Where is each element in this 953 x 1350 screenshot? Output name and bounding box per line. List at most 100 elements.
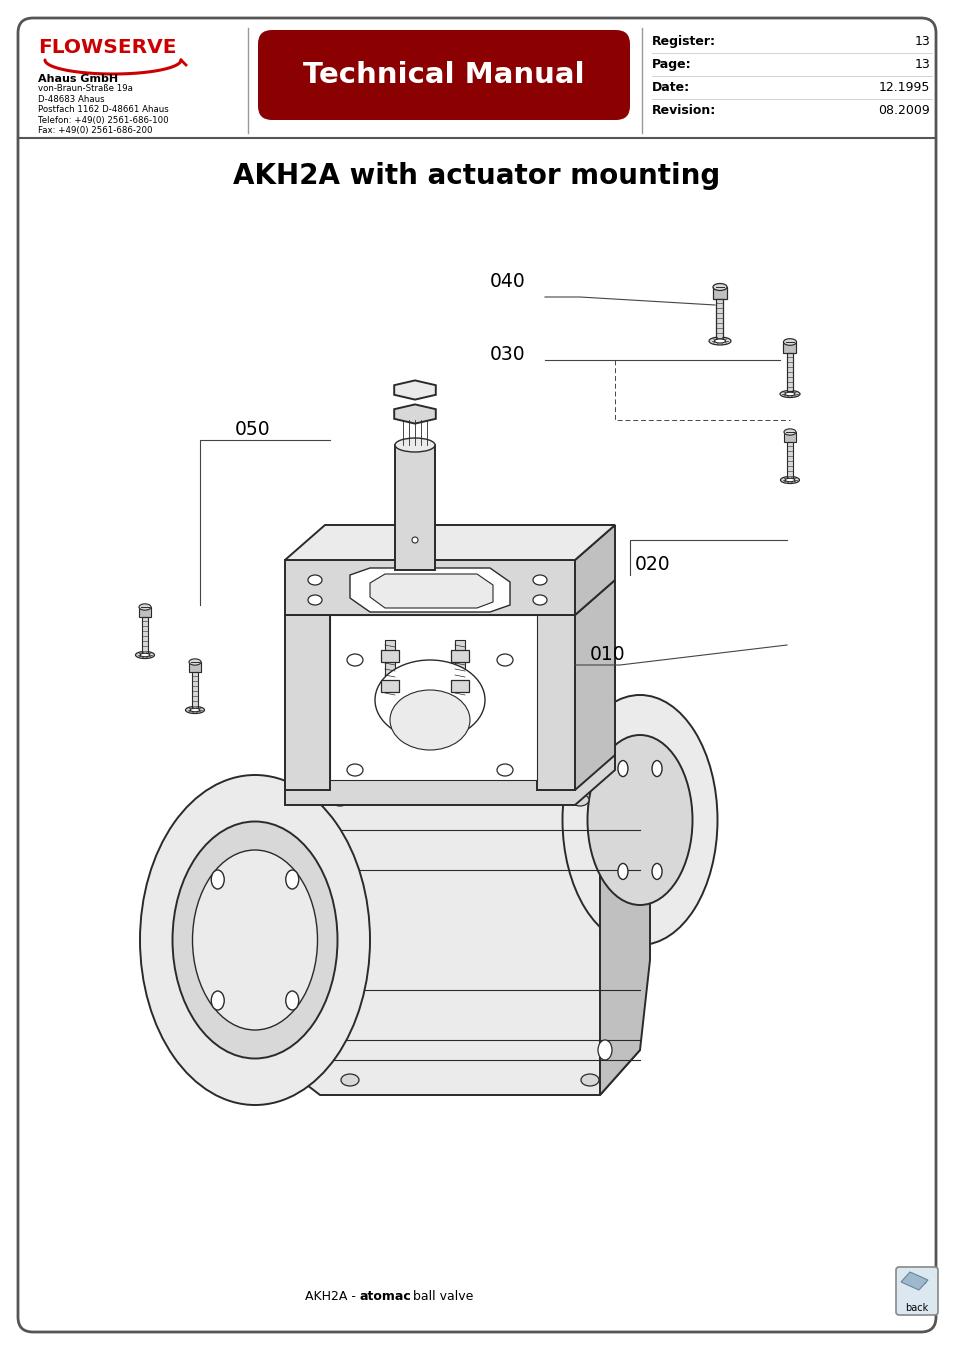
FancyBboxPatch shape <box>18 18 935 1332</box>
Text: Revision:: Revision: <box>651 104 716 117</box>
Text: 010: 010 <box>589 645 625 664</box>
Polygon shape <box>451 680 469 693</box>
Ellipse shape <box>784 393 794 396</box>
Text: von-Braun-Straße 19a: von-Braun-Straße 19a <box>38 84 132 93</box>
Polygon shape <box>786 352 792 392</box>
Text: Ahaus GmbH: Ahaus GmbH <box>38 74 118 84</box>
Text: 12.1995: 12.1995 <box>878 81 929 95</box>
Polygon shape <box>395 446 435 570</box>
Text: back: back <box>904 1303 927 1314</box>
Ellipse shape <box>189 659 201 666</box>
Polygon shape <box>900 1272 927 1291</box>
Ellipse shape <box>400 690 449 710</box>
Polygon shape <box>254 790 639 1095</box>
Polygon shape <box>380 680 398 693</box>
Text: 040: 040 <box>490 271 525 292</box>
Text: 030: 030 <box>490 346 525 365</box>
Ellipse shape <box>782 339 796 346</box>
Polygon shape <box>716 298 722 339</box>
Text: atomac: atomac <box>359 1291 412 1303</box>
Ellipse shape <box>397 709 452 730</box>
FancyBboxPatch shape <box>895 1268 937 1315</box>
Text: 050: 050 <box>234 420 271 439</box>
Polygon shape <box>455 640 464 701</box>
Ellipse shape <box>497 653 513 666</box>
Polygon shape <box>451 649 469 662</box>
FancyBboxPatch shape <box>257 30 629 120</box>
Ellipse shape <box>190 709 199 711</box>
Ellipse shape <box>135 652 154 659</box>
Polygon shape <box>192 672 198 707</box>
Text: Date:: Date: <box>651 81 689 95</box>
Ellipse shape <box>375 660 484 740</box>
Polygon shape <box>394 405 436 424</box>
Ellipse shape <box>598 1040 612 1060</box>
Ellipse shape <box>497 764 513 776</box>
Text: 13: 13 <box>913 35 929 49</box>
Ellipse shape <box>347 764 363 776</box>
Text: Register:: Register: <box>651 35 716 49</box>
Polygon shape <box>380 649 398 662</box>
Polygon shape <box>537 616 575 790</box>
Ellipse shape <box>308 595 322 605</box>
Ellipse shape <box>784 478 794 482</box>
Polygon shape <box>385 640 395 701</box>
Polygon shape <box>783 432 795 441</box>
Ellipse shape <box>308 575 322 585</box>
Ellipse shape <box>651 760 661 776</box>
Ellipse shape <box>780 477 799 483</box>
Polygon shape <box>139 608 151 617</box>
Ellipse shape <box>211 991 224 1010</box>
Polygon shape <box>394 381 436 400</box>
Ellipse shape <box>562 695 717 945</box>
Text: 08.2009: 08.2009 <box>878 104 929 117</box>
Ellipse shape <box>412 537 417 543</box>
Ellipse shape <box>712 284 726 290</box>
Ellipse shape <box>172 822 337 1058</box>
Text: 020: 020 <box>635 555 670 574</box>
Ellipse shape <box>533 575 546 585</box>
Text: AKH2A with actuator mounting: AKH2A with actuator mounting <box>233 162 720 190</box>
Text: Page:: Page: <box>651 58 691 72</box>
Ellipse shape <box>211 869 224 890</box>
Polygon shape <box>599 751 649 1095</box>
Polygon shape <box>285 560 575 616</box>
Text: Technical Manual: Technical Manual <box>303 61 584 89</box>
Text: Fax: +49(0) 2561-686-200: Fax: +49(0) 2561-686-200 <box>38 126 152 135</box>
Polygon shape <box>330 616 537 780</box>
Ellipse shape <box>783 429 795 435</box>
Ellipse shape <box>140 653 150 656</box>
Polygon shape <box>350 568 510 612</box>
Polygon shape <box>786 441 792 478</box>
Ellipse shape <box>708 338 730 346</box>
Polygon shape <box>712 288 726 298</box>
Ellipse shape <box>286 869 298 890</box>
Ellipse shape <box>651 864 661 879</box>
Polygon shape <box>319 751 649 790</box>
Ellipse shape <box>533 595 546 605</box>
Text: D-48683 Ahaus: D-48683 Ahaus <box>38 95 105 104</box>
Polygon shape <box>782 342 796 352</box>
Polygon shape <box>310 701 544 801</box>
Ellipse shape <box>347 653 363 666</box>
Ellipse shape <box>714 339 724 343</box>
Ellipse shape <box>286 991 298 1010</box>
Ellipse shape <box>395 437 435 452</box>
Polygon shape <box>575 525 615 616</box>
Ellipse shape <box>139 603 151 610</box>
Text: 13: 13 <box>913 58 929 72</box>
Ellipse shape <box>185 706 204 714</box>
Ellipse shape <box>587 734 692 905</box>
Ellipse shape <box>283 1040 296 1060</box>
Ellipse shape <box>780 390 800 397</box>
Polygon shape <box>285 745 615 805</box>
Polygon shape <box>189 662 201 672</box>
Polygon shape <box>345 680 535 701</box>
Text: Postfach 1162 D-48661 Ahaus: Postfach 1162 D-48661 Ahaus <box>38 105 169 113</box>
Text: AKH2A -: AKH2A - <box>305 1291 359 1303</box>
Polygon shape <box>370 574 493 608</box>
Ellipse shape <box>390 690 470 751</box>
Ellipse shape <box>340 1075 358 1085</box>
Text: Telefon: +49(0) 2561-686-100: Telefon: +49(0) 2561-686-100 <box>38 116 169 124</box>
Ellipse shape <box>331 794 349 806</box>
